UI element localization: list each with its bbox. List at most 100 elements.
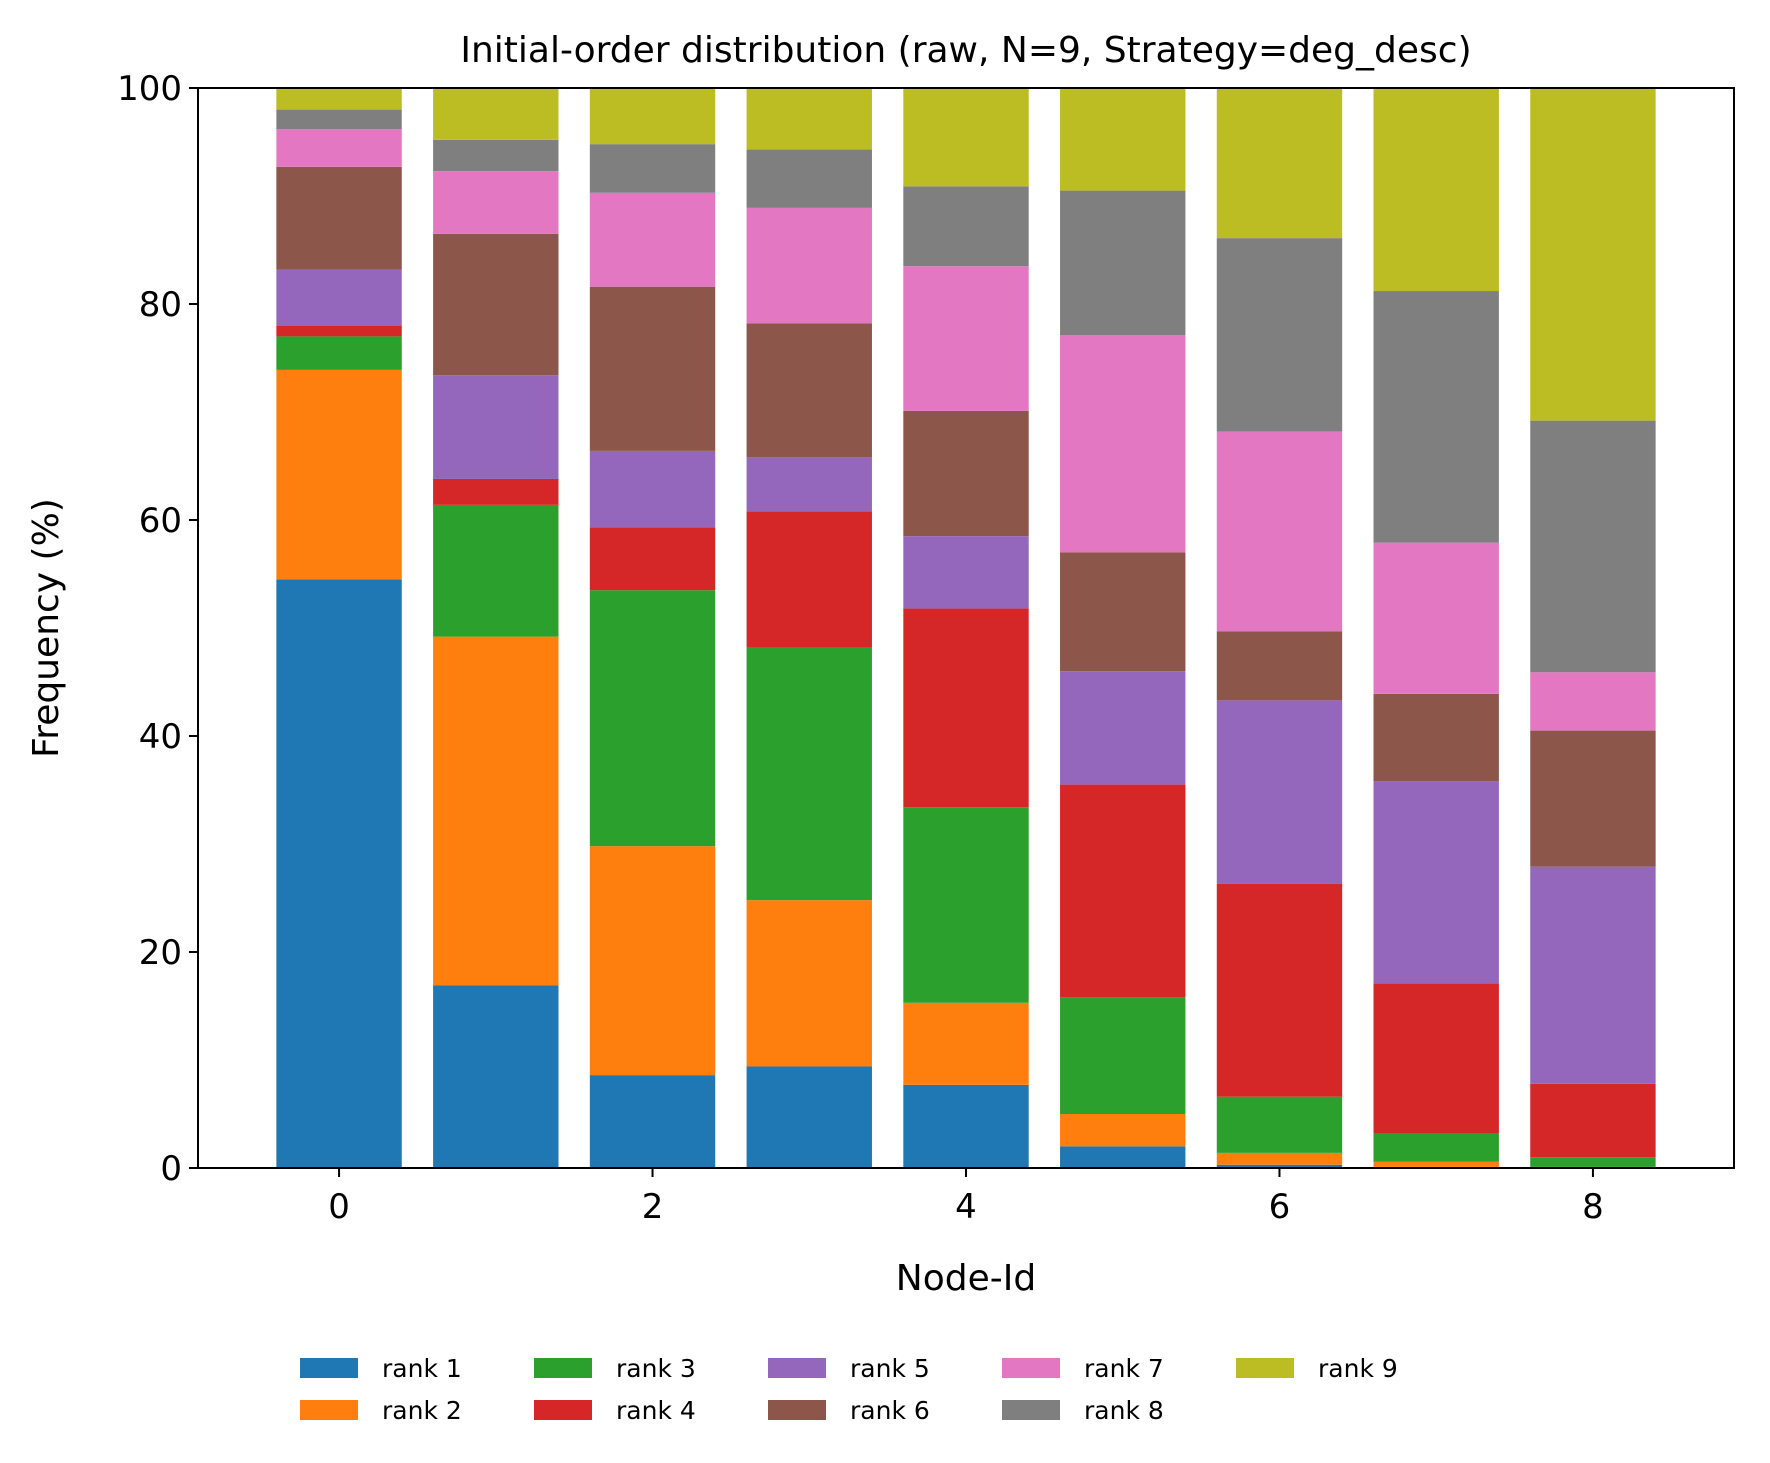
bar-node-5-rank-4 [1060,784,1186,998]
bar-node-0-rank-3 [276,336,402,370]
bar-node-7-rank-5 [1373,781,1499,984]
y-tick-label: 0 [160,1149,182,1189]
legend-item-rank-3: rank 3 [534,1354,696,1383]
legend-label: rank 8 [1084,1396,1164,1425]
x-tick-label: 4 [955,1187,977,1227]
legend-swatch [534,1400,592,1420]
x-tick-label: 8 [1582,1187,1604,1227]
legend: rank 1 rank 2 rank 3 rank 4 rank 5 rank 6 rank… [300,1354,1398,1425]
x-tick-label: 0 [328,1187,350,1227]
bar-node-3-rank-8 [746,149,872,208]
bar-node-4-rank-4 [903,608,1029,808]
y-axis: 0 20 40 60 80 100 [117,69,198,1189]
y-tick-label: 60 [139,501,182,541]
bar-node-7-rank-4 [1373,983,1499,1134]
bar-node-7-rank-7 [1373,542,1499,694]
bar-node-1-rank-9 [433,88,559,140]
bar-node-2-rank-8 [589,144,716,193]
bar-node-8-rank-8 [1530,420,1656,673]
bar-node-0-rank-5 [276,269,402,326]
bar-node-2-rank-6 [589,286,716,451]
bar-node-1-rank-3 [433,504,559,637]
bar-node-3-rank-2 [746,900,872,1067]
bar-node-5-rank-3 [1060,997,1186,1114]
bar-node-0-rank-2 [276,369,402,580]
y-axis-title: Frequency (%) [26,498,67,758]
bar-node-7-rank-8 [1373,291,1499,543]
bar-node-6-rank-4 [1216,883,1343,1097]
bar-node-6-rank-5 [1216,700,1343,884]
legend-swatch [300,1358,358,1378]
bar-node-6-rank-8 [1216,238,1343,432]
legend-item-rank-5: rank 5 [768,1354,930,1383]
bar-node-8-rank-7 [1530,672,1656,731]
bar-node-4-rank-5 [903,536,1029,609]
legend-label: rank 4 [616,1396,696,1425]
bar-node-7-rank-2 [1373,1161,1499,1167]
y-tick-label: 40 [139,717,182,757]
bar-node-6-rank-6 [1216,631,1343,701]
y-tick-label: 20 [139,933,182,973]
legend-label: rank 2 [382,1396,462,1425]
bar-node-2-rank-4 [589,527,716,591]
bar-node-1-rank-5 [433,375,559,479]
bar-node-5-rank-7 [1060,335,1186,553]
legend-item-rank-2: rank 2 [300,1396,462,1425]
bar-node-8-rank-4 [1530,1083,1656,1158]
bar-node-1-rank-4 [433,478,559,505]
bar-node-5-rank-8 [1060,190,1186,336]
bar-node-8-rank-3 [1530,1157,1656,1167]
bar-node-2-rank-5 [589,450,716,528]
bar-node-4-rank-8 [903,186,1029,267]
bar-node-0-rank-9 [276,88,402,110]
legend-item-rank-6: rank 6 [768,1396,930,1425]
bars-layer [276,86,1656,1168]
bar-node-0-rank-4 [276,325,402,337]
bar-node-4-rank-3 [903,807,1029,1003]
bar-node-3-rank-4 [746,511,872,648]
legend-label: rank 9 [1318,1354,1398,1383]
bar-node-3-rank-9 [746,88,872,150]
bar-node-3-rank-3 [746,647,872,901]
bar-node-6-rank-7 [1216,431,1343,632]
legend-swatch [1236,1358,1294,1378]
bar-node-0-rank-6 [276,166,402,270]
bar-node-3-rank-5 [746,457,872,512]
bar-node-1-rank-7 [433,171,559,234]
x-axis-title: Node-Id [896,1258,1036,1299]
bar-node-2-rank-3 [589,590,716,847]
bar-node-1-rank-6 [433,233,559,376]
bar-node-8-rank-5 [1530,866,1656,1084]
legend-item-rank-4: rank 4 [534,1396,696,1425]
legend-swatch [300,1400,358,1420]
legend-item-rank-7: rank 7 [1002,1354,1164,1383]
bar-node-0-rank-7 [276,129,402,167]
bar-node-2-rank-1 [589,1075,716,1168]
bar-node-7-rank-6 [1373,693,1499,782]
legend-label: rank 6 [850,1396,930,1425]
bar-node-6-rank-2 [1216,1152,1343,1165]
bar-node-6-rank-1 [1216,1164,1343,1168]
bar-node-7-rank-9 [1373,88,1499,292]
legend-item-rank-8: rank 8 [1002,1396,1164,1425]
bar-node-3-rank-1 [746,1066,872,1168]
bar-node-5-rank-2 [1060,1114,1186,1147]
legend-item-rank-1: rank 1 [300,1354,462,1383]
bar-node-1-rank-8 [433,139,559,172]
bar-node-4-rank-9 [903,88,1029,187]
bar-node-8-rank-6 [1530,730,1656,867]
bar-node-5-rank-6 [1060,552,1186,672]
bar-node-6-rank-9 [1216,88,1343,239]
legend-label: rank 3 [616,1354,696,1383]
bar-node-7-rank-3 [1373,1133,1499,1162]
y-tick-label: 80 [139,285,182,325]
legend-swatch [1002,1400,1060,1420]
legend-label: rank 5 [850,1354,930,1383]
bar-node-3-rank-6 [746,323,872,458]
x-tick-label: 6 [1269,1187,1291,1227]
legend-item-rank-9: rank 9 [1236,1354,1398,1383]
bar-node-1-rank-2 [433,636,559,986]
